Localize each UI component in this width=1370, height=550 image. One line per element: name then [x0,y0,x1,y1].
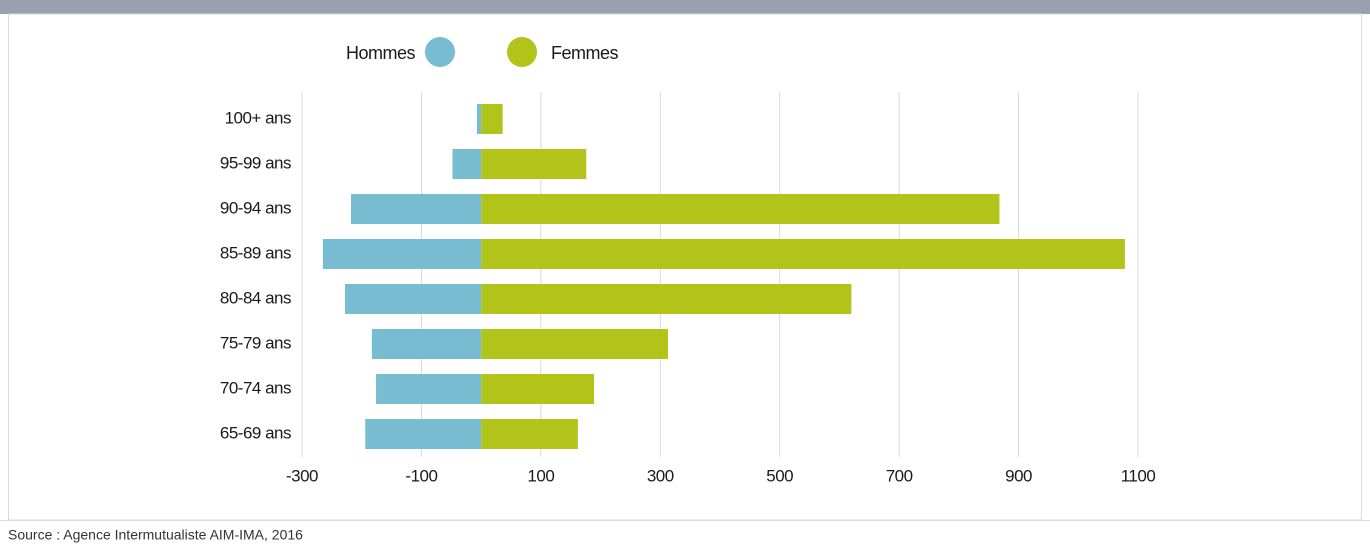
bar [481,104,503,134]
y-tick-label: 100+ ans [225,108,291,127]
legend-swatch [425,37,455,67]
bar [322,239,482,269]
bar [344,284,482,314]
x-tick-label: -300 [286,466,318,485]
bar [481,149,587,179]
bar [371,329,482,359]
header-bar [0,0,1370,14]
bar [376,374,482,404]
bar [481,284,852,314]
x-tick-label: 700 [886,466,913,485]
legend-label: Femmes [551,43,619,63]
legend-label: Hommes [346,43,416,63]
x-tick-label: 900 [1005,466,1032,485]
x-tick-label: 1100 [1121,466,1156,485]
x-tick-label: 300 [647,466,674,485]
legend-swatch [507,37,537,67]
bar [481,419,578,449]
bar [452,149,482,179]
y-tick-label: 85-89 ans [220,243,291,262]
bar [481,329,669,359]
y-tick-label: 90-94 ans [220,198,291,217]
x-tick-label: -100 [405,466,437,485]
y-tick-label: 70-74 ans [220,378,291,397]
y-tick-label: 65-69 ans [220,423,291,442]
y-tick-label: 95-99 ans [220,153,291,172]
y-tick-label: 75-79 ans [220,333,291,352]
bar [481,194,1000,224]
x-tick-label: 100 [527,466,554,485]
y-tick-label: 80-84 ans [220,288,291,307]
bar [481,239,1125,269]
bar [365,419,482,449]
bar [350,194,482,224]
bar [481,374,595,404]
x-tick-label: 500 [766,466,793,485]
bar [476,104,482,134]
source: Source : Agence Intermutualiste AIM-IMA,… [8,527,303,543]
